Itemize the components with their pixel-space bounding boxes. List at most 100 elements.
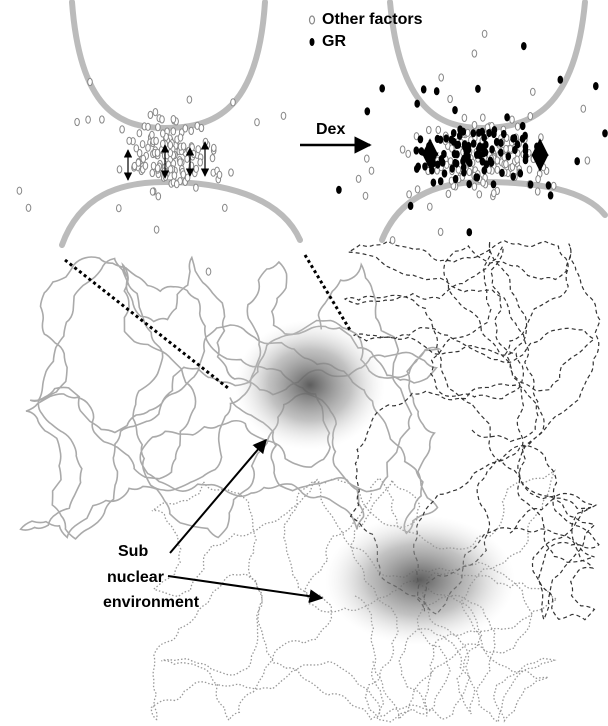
other-factor [117, 205, 122, 212]
other-factor [428, 203, 433, 210]
other-factor [436, 126, 441, 133]
gr-factor [415, 100, 420, 107]
gr-factor [491, 181, 496, 188]
zoom-line [305, 255, 350, 330]
other-factor [174, 181, 179, 188]
gr-factor [421, 86, 426, 93]
gr-factor [467, 229, 472, 236]
subnuclear-domain [235, 320, 385, 450]
gr-factor [518, 170, 523, 177]
other-factor [17, 187, 22, 194]
other-factor [168, 142, 173, 149]
other-factor [148, 111, 153, 118]
gr-factor [499, 149, 504, 156]
other-factor [400, 146, 405, 153]
gr-factor [506, 153, 511, 160]
other-factor [210, 155, 215, 162]
other-factor [155, 165, 160, 172]
other-factor [171, 128, 176, 135]
gr-factor [558, 76, 563, 83]
chromatin-fibres [21, 241, 601, 722]
annotation-text: environment [103, 594, 200, 611]
other-factor [527, 166, 532, 173]
gr-factor [365, 108, 370, 115]
gr-factor [528, 181, 533, 188]
annotation-text: nuclear [107, 569, 164, 586]
other-factor [481, 179, 486, 186]
gr-factor [444, 135, 449, 142]
treatment-label: Dex [316, 121, 345, 138]
gr-factor [512, 135, 517, 142]
other-factor [472, 183, 477, 190]
other-factor [472, 50, 477, 57]
other-factor [140, 141, 145, 148]
other-factor [407, 191, 412, 198]
other-factor [495, 166, 500, 173]
other-factor [281, 112, 286, 119]
other-factor [223, 204, 228, 211]
gr-factor [442, 150, 447, 157]
other-factor [446, 190, 451, 197]
other-factor [86, 116, 91, 123]
gr-factor [548, 192, 553, 199]
other-factor [141, 155, 146, 162]
gr-factor [487, 129, 492, 136]
other-factor [363, 192, 368, 199]
other-factor [528, 113, 533, 120]
other-factor [194, 165, 199, 172]
gr-factor [535, 143, 540, 150]
gr-factor [594, 83, 599, 90]
other-factor [172, 172, 177, 179]
other-factor [465, 129, 470, 136]
gr-factor [434, 88, 439, 95]
other-factor [504, 161, 509, 168]
gr-factor [522, 43, 527, 50]
other-factor [156, 193, 161, 200]
gr-factor [511, 173, 516, 180]
gr-factor [435, 135, 440, 142]
diagram: Other factors GR Dex Sub nuclear environ… [0, 0, 608, 726]
gr-factor [450, 165, 455, 172]
other-factor [160, 116, 165, 123]
other-factor [26, 204, 31, 211]
gr-factor [478, 143, 483, 150]
other-factor [143, 162, 148, 169]
gr-factor [477, 129, 482, 136]
gr-factor [492, 127, 497, 134]
other-factor [541, 164, 546, 171]
other-factor [196, 146, 201, 153]
gr-factor [415, 165, 420, 172]
other-factor [150, 188, 155, 195]
gr-factor [480, 158, 485, 165]
other-factor [154, 137, 159, 144]
other-factor [448, 95, 453, 102]
gr-factor [451, 130, 456, 137]
other-factor [462, 114, 467, 121]
gr-factor [453, 107, 458, 114]
gr-factor [475, 151, 480, 158]
other-factor [448, 158, 453, 165]
other-factor [136, 159, 141, 166]
gr-factor [475, 174, 480, 181]
other-factor [472, 121, 477, 128]
gr-factor [464, 147, 469, 154]
other-factor [127, 137, 132, 144]
other-factor [369, 167, 374, 174]
gr-factor [461, 164, 466, 171]
gr-factor [488, 157, 493, 164]
other-factor [194, 184, 199, 191]
gr-factor [442, 170, 447, 177]
gr-factor [523, 143, 528, 150]
other-factor [231, 99, 236, 106]
other-factor [415, 186, 420, 193]
gr-factor [438, 178, 443, 185]
gr-factor [419, 148, 424, 155]
other-factor [515, 123, 520, 130]
other-factor [482, 30, 487, 37]
gr-factor [603, 130, 608, 137]
gr-factor [502, 130, 507, 137]
other-factor [438, 228, 443, 235]
other-factor [161, 130, 166, 137]
other-factor [181, 143, 186, 150]
other-factor [178, 134, 183, 141]
